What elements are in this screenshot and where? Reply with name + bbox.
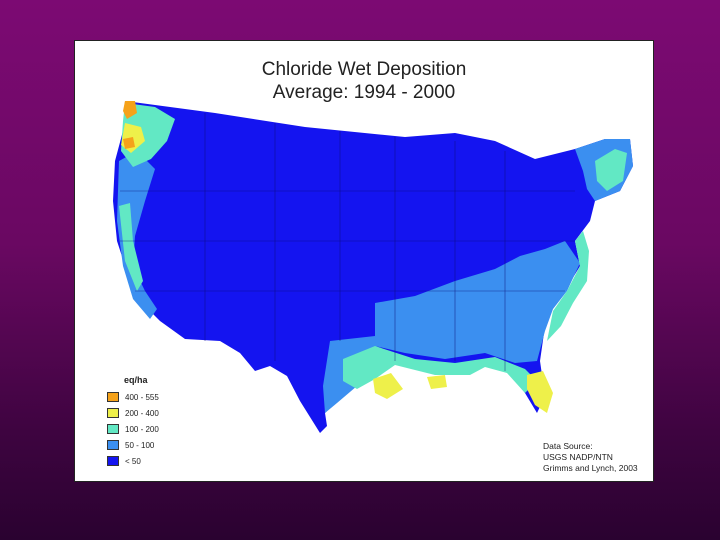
legend-item: 400 - 555	[107, 389, 159, 405]
legend: eq/ha 400 - 555 200 - 400 100 - 200 50 -…	[107, 375, 159, 469]
legend-swatch-50-100	[107, 440, 119, 450]
deposition-map	[113, 101, 633, 433]
map-title-line1: Chloride Wet Deposition	[261, 59, 467, 80]
legend-swatch-under-50	[107, 456, 119, 466]
legend-swatch-400-555	[107, 392, 119, 402]
source-line2: USGS NADP/NTN	[543, 452, 613, 462]
legend-swatch-100-200	[107, 424, 119, 434]
source-line3: Grimms and Lynch, 2003	[543, 463, 638, 473]
region-100-200-gulf	[343, 346, 537, 393]
region-50-100-west-coast	[117, 151, 157, 319]
legend-title: eq/ha	[124, 375, 148, 385]
state-boundaries	[120, 113, 575, 371]
legend-item: 200 - 400	[107, 405, 159, 421]
data-source-note: Data Source: USGS NADP/NTN Grimms and Ly…	[543, 441, 638, 474]
region-100-200-california	[119, 203, 143, 291]
legend-label: 200 - 400	[125, 408, 159, 418]
region-400-555-oregon	[123, 137, 135, 149]
legend-swatch-200-400	[107, 408, 119, 418]
legend-label: 400 - 555	[125, 392, 159, 402]
region-200-400-gulf-coast	[373, 373, 403, 399]
region-200-400-louisiana	[427, 375, 447, 389]
legend-label: 100 - 200	[125, 424, 159, 434]
region-100-200-atlantic	[547, 231, 589, 341]
legend-label: < 50	[125, 456, 141, 466]
region-50-100-southeast	[375, 241, 580, 363]
region-400-555-washington	[123, 101, 137, 119]
legend-item: < 50	[107, 453, 159, 469]
legend-label: 50 - 100	[125, 440, 155, 450]
region-100-200-new-england	[595, 149, 627, 191]
legend-item: 100 - 200	[107, 421, 159, 437]
source-line1: Data Source:	[543, 441, 593, 451]
region-100-200-pacific-nw	[121, 103, 175, 167]
map-title-line2: Average: 1994 - 2000	[272, 82, 456, 103]
region-200-400-florida	[527, 371, 553, 413]
legend-item: 50 - 100	[107, 437, 159, 453]
map-panel: Chloride Wet Deposition Average: 1994 - …	[74, 40, 654, 482]
